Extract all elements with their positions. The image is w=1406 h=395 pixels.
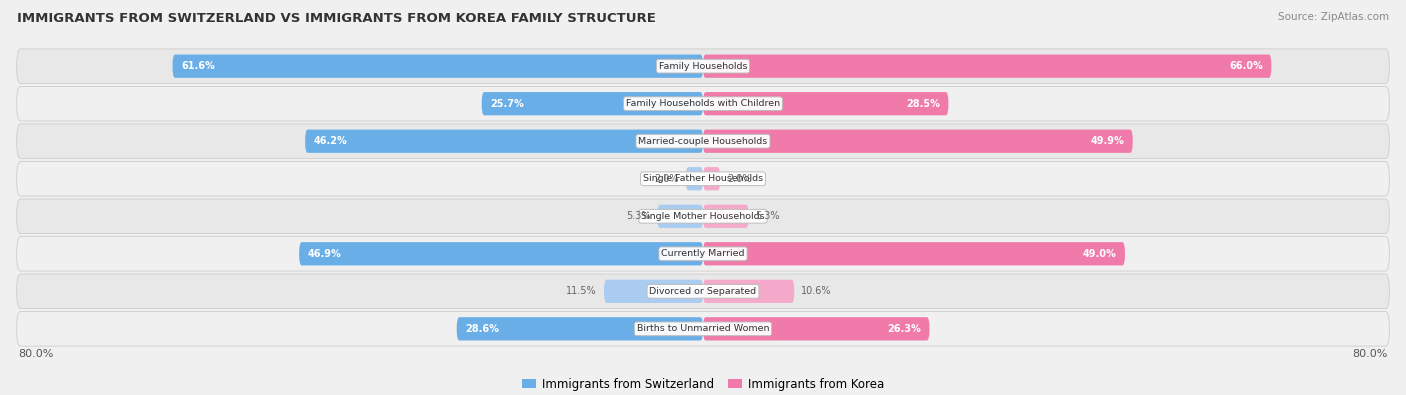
FancyBboxPatch shape (703, 317, 929, 340)
FancyBboxPatch shape (658, 205, 703, 228)
Text: 49.9%: 49.9% (1091, 136, 1125, 146)
Text: Single Mother Households: Single Mother Households (641, 212, 765, 221)
Text: 46.2%: 46.2% (314, 136, 347, 146)
Text: 46.9%: 46.9% (308, 249, 342, 259)
FancyBboxPatch shape (305, 130, 703, 153)
Text: 49.0%: 49.0% (1083, 249, 1116, 259)
Text: Family Households: Family Households (659, 62, 747, 71)
Text: 5.3%: 5.3% (626, 211, 651, 221)
FancyBboxPatch shape (17, 237, 1389, 271)
FancyBboxPatch shape (703, 242, 1125, 265)
FancyBboxPatch shape (605, 280, 703, 303)
FancyBboxPatch shape (703, 167, 720, 190)
Text: 5.3%: 5.3% (755, 211, 780, 221)
Text: 11.5%: 11.5% (567, 286, 598, 296)
Text: 26.3%: 26.3% (887, 324, 921, 334)
FancyBboxPatch shape (17, 312, 1389, 346)
FancyBboxPatch shape (17, 49, 1389, 83)
Text: 2.0%: 2.0% (727, 174, 752, 184)
FancyBboxPatch shape (703, 280, 794, 303)
Text: 66.0%: 66.0% (1229, 61, 1263, 71)
FancyBboxPatch shape (703, 130, 1133, 153)
FancyBboxPatch shape (299, 242, 703, 265)
Text: Single Father Households: Single Father Households (643, 174, 763, 183)
Text: 10.6%: 10.6% (801, 286, 832, 296)
Legend: Immigrants from Switzerland, Immigrants from Korea: Immigrants from Switzerland, Immigrants … (517, 373, 889, 395)
Text: IMMIGRANTS FROM SWITZERLAND VS IMMIGRANTS FROM KOREA FAMILY STRUCTURE: IMMIGRANTS FROM SWITZERLAND VS IMMIGRANT… (17, 12, 655, 25)
FancyBboxPatch shape (703, 92, 949, 115)
Text: Births to Unmarried Women: Births to Unmarried Women (637, 324, 769, 333)
FancyBboxPatch shape (703, 55, 1271, 78)
FancyBboxPatch shape (686, 167, 703, 190)
Text: Source: ZipAtlas.com: Source: ZipAtlas.com (1278, 12, 1389, 22)
FancyBboxPatch shape (703, 205, 748, 228)
Text: 61.6%: 61.6% (181, 61, 215, 71)
FancyBboxPatch shape (17, 87, 1389, 121)
Text: Married-couple Households: Married-couple Households (638, 137, 768, 146)
FancyBboxPatch shape (17, 199, 1389, 233)
Text: 25.7%: 25.7% (491, 99, 524, 109)
FancyBboxPatch shape (482, 92, 703, 115)
Text: 28.6%: 28.6% (465, 324, 499, 334)
Text: 28.5%: 28.5% (905, 99, 939, 109)
Text: 80.0%: 80.0% (18, 350, 53, 359)
FancyBboxPatch shape (17, 274, 1389, 308)
Text: Currently Married: Currently Married (661, 249, 745, 258)
Text: 80.0%: 80.0% (1353, 350, 1388, 359)
FancyBboxPatch shape (17, 124, 1389, 158)
Text: 2.0%: 2.0% (654, 174, 679, 184)
FancyBboxPatch shape (17, 162, 1389, 196)
FancyBboxPatch shape (457, 317, 703, 340)
FancyBboxPatch shape (173, 55, 703, 78)
Text: Divorced or Separated: Divorced or Separated (650, 287, 756, 296)
Text: Family Households with Children: Family Households with Children (626, 99, 780, 108)
